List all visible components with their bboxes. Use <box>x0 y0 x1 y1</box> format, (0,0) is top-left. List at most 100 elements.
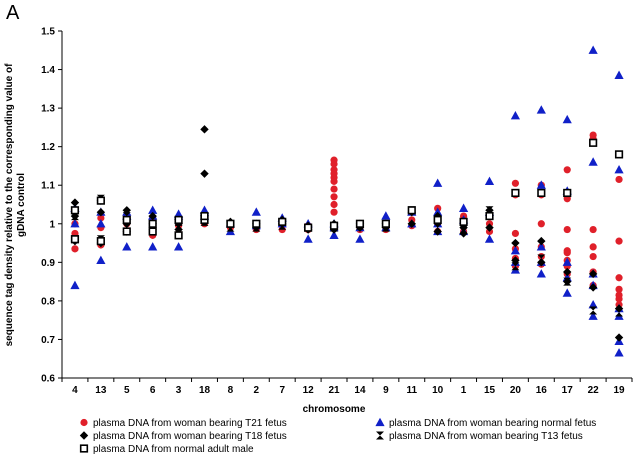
data-point <box>355 234 365 243</box>
data-point <box>70 235 80 244</box>
data-point <box>355 219 365 228</box>
data-point <box>562 288 572 297</box>
data-point <box>174 215 183 225</box>
data-point <box>330 185 338 193</box>
data-point <box>200 169 209 178</box>
data-point <box>330 193 338 201</box>
x-tick-label: 3 <box>176 385 182 396</box>
panel-letter: A <box>6 2 20 24</box>
data-point <box>70 198 80 207</box>
data-point <box>71 245 79 253</box>
y-tick-label: 0.6 <box>41 374 55 385</box>
data-point <box>588 299 598 309</box>
data-point <box>615 237 623 245</box>
x-tick-label: 22 <box>588 385 600 396</box>
legend-label: plasma DNA from woman bearing T21 fetus <box>93 418 287 429</box>
data-point <box>330 200 338 209</box>
data-point <box>537 220 545 228</box>
data-point <box>148 227 157 236</box>
data-point <box>96 218 106 228</box>
x-tick-label: 8 <box>228 385 234 396</box>
x-tick-label: 19 <box>613 385 625 396</box>
legend-item: plasma DNA from woman bearing T13 fetus <box>376 431 583 442</box>
data-point <box>173 242 184 251</box>
x-tick-label: 1 <box>461 385 467 396</box>
data-point <box>536 105 546 114</box>
data-point <box>200 125 209 134</box>
data-point <box>615 308 624 317</box>
data-point <box>484 176 495 185</box>
data-marks <box>70 45 624 357</box>
data-point <box>588 311 598 320</box>
data-point <box>70 280 80 290</box>
data-point <box>589 225 597 234</box>
x-tick-label: 4 <box>72 385 78 396</box>
data-point <box>278 217 287 226</box>
data-point <box>485 223 494 232</box>
x-tick-label: 15 <box>484 385 496 396</box>
data-point <box>381 211 391 220</box>
data-point <box>303 234 313 243</box>
data-point <box>563 277 572 286</box>
legend-label: plasma DNA from woman bearing T18 fetus <box>93 431 287 442</box>
data-point <box>122 242 132 251</box>
data-point <box>173 209 184 218</box>
x-tick-label: 13 <box>95 385 107 396</box>
data-point <box>563 166 571 174</box>
data-point <box>614 70 624 79</box>
axes: 0.6 0.7 0.8 0.9 1 1.1 1.2 1.3 1.4 1.5 4 13 5 6 3 18 8 2 7 1… <box>41 27 633 396</box>
y-tick-label: 1 <box>49 219 55 230</box>
x-tick-label: 2 <box>254 385 260 396</box>
data-point <box>537 188 546 198</box>
data-point <box>588 283 598 292</box>
series-triangle <box>70 45 624 357</box>
x-tick-label: 12 <box>303 385 315 396</box>
y-tick-label: 1.4 <box>41 65 55 76</box>
y-axis-title-line-2: gDNA control <box>16 173 27 237</box>
data-point <box>96 208 106 217</box>
data-point <box>97 214 105 222</box>
x-tick-label: 9 <box>383 385 389 396</box>
data-point <box>536 180 546 189</box>
data-point <box>433 223 442 232</box>
data-point <box>563 188 572 198</box>
y-tick-label: 0.7 <box>41 335 55 346</box>
data-point <box>148 219 157 228</box>
data-point <box>329 221 339 230</box>
data-point <box>537 254 546 263</box>
data-point <box>563 267 572 277</box>
data-point <box>510 245 521 255</box>
data-point <box>330 208 338 216</box>
y-tick-label: 1.2 <box>41 142 55 153</box>
data-point <box>330 166 338 174</box>
data-point <box>614 348 624 357</box>
data-point <box>614 165 624 174</box>
legend-marker <box>80 418 88 427</box>
data-point <box>562 114 572 124</box>
data-point <box>615 285 623 293</box>
x-tick-label: 11 <box>406 385 417 396</box>
data-point <box>615 175 623 184</box>
legend-marker <box>79 444 89 453</box>
legend-label: plasma DNA from woman bearing T13 fetus <box>389 431 583 442</box>
data-point <box>615 274 623 282</box>
data-point <box>484 234 495 243</box>
x-axis-title: chromosome <box>303 404 366 415</box>
data-point <box>563 247 571 255</box>
data-point <box>458 203 469 212</box>
y-tick-label: 1.1 <box>41 181 55 192</box>
legend-item: plasma DNA from woman bearing normal fet… <box>375 417 596 429</box>
x-tick-label: 10 <box>432 385 444 396</box>
data-point <box>589 306 598 315</box>
legend-marker <box>375 417 385 427</box>
data-point <box>433 215 442 225</box>
x-tick-label: 20 <box>510 385 522 396</box>
y-axis-title-line-1: sequence tag density relative to the cor… <box>4 63 15 347</box>
legend: plasma DNA from woman bearing T21 fetus p… <box>79 417 596 455</box>
data-point <box>433 207 443 216</box>
legend-item: plasma DNA from woman bearing T21 fetus <box>80 418 287 429</box>
series-open-square <box>70 138 624 246</box>
data-point <box>589 131 597 139</box>
data-point <box>96 255 106 265</box>
data-point <box>148 205 158 214</box>
